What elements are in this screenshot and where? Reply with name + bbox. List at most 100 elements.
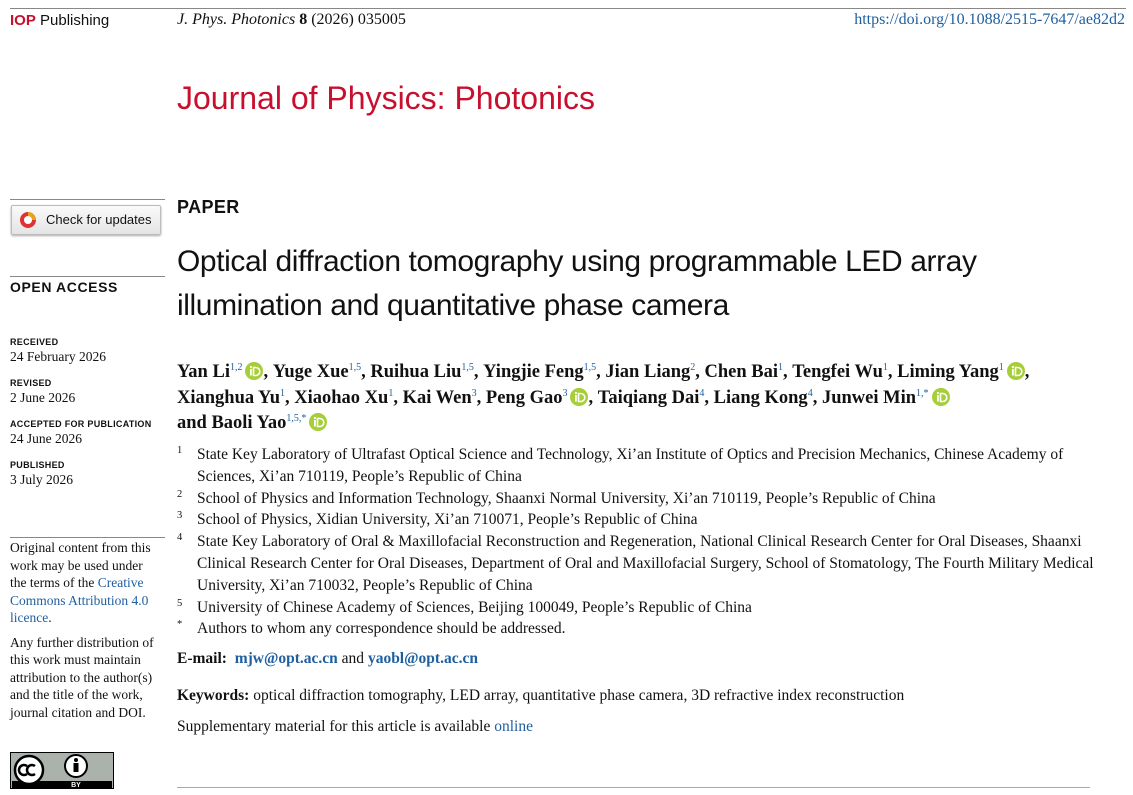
author-separator: , <box>473 362 484 382</box>
supplementary: Supplementary material for this article … <box>177 718 533 736</box>
author-name: Yuge Xue <box>272 362 349 382</box>
orcid-icon[interactable] <box>931 387 950 406</box>
author-separator: , <box>887 362 898 382</box>
section-label: PAPER <box>177 197 240 217</box>
affiliation: 3 School of Physics, Xidian University, X… <box>177 509 1122 531</box>
date-value: 24 June 2026 <box>10 431 82 446</box>
affiliation: 1 State Key Laboratory of Ultrafast Optic… <box>177 444 1122 488</box>
keywords-label: Keywords: <box>177 687 250 704</box>
author-joiner: and <box>177 413 212 433</box>
author-affiliation: 1,5 <box>348 362 362 373</box>
author-name: Taiqiang Dai <box>597 387 700 408</box>
bottom-rule <box>177 787 1090 788</box>
affiliations: 1 State Key Laboratory of Ultrafast Optic… <box>177 444 1122 640</box>
date-label: PUBLISHED <box>10 460 65 470</box>
author: Junwei Min1,* <box>821 387 950 408</box>
affiliation-text: University of Chinese Academy of Science… <box>197 598 752 616</box>
author-name: Kai Wen <box>402 387 472 408</box>
author: Peng Gao3, <box>485 387 598 408</box>
author-affiliation: 1 <box>280 387 286 399</box>
licence-note: Any further distribution of this work mu… <box>10 634 154 720</box>
keywords-text: optical diffraction tomography, LED arra… <box>253 687 905 704</box>
author: Xiaohao Xu1, <box>294 388 402 408</box>
author-separator: , <box>812 387 822 408</box>
author-affiliation: 3 <box>562 387 568 399</box>
author-name: Junwei Min <box>821 387 916 408</box>
author: Yuge Xue1,5, <box>273 362 371 382</box>
author-name: Liming Yang <box>897 362 999 382</box>
affiliation: 4 State Key Laboratory of Oral & Maxillof… <box>177 531 1122 596</box>
email-label: E-mail: <box>177 650 227 667</box>
affiliation-mark: 1 <box>177 445 183 456</box>
author: Yan Li1,2, <box>177 362 273 382</box>
author-name: Xianghua Yu <box>177 387 281 408</box>
author-affiliation: 2 <box>690 362 696 373</box>
email-link[interactable]: mjw@opt.ac.cn <box>234 650 338 667</box>
date-value: 24 February 2026 <box>10 349 106 364</box>
check-updates-icon <box>20 212 36 228</box>
affiliation-text: Authors to whom any correspondence shoul… <box>197 620 566 638</box>
licence-link[interactable]: Creative Commons Attribution 4.0 licence <box>10 575 149 625</box>
publisher-name: Publishing <box>40 12 110 29</box>
author-separator: , <box>361 362 371 382</box>
citation-volume: 8 <box>299 11 308 28</box>
author-affiliation: 1,2 <box>229 362 243 373</box>
keywords: Keywords: optical diffraction tomography… <box>177 687 904 705</box>
author-affiliation: 1,5,* <box>286 413 307 424</box>
author-affiliation: 3 <box>471 387 477 399</box>
doi-link[interactable]: https://doi.org/10.1088/2515-7647/ae82d2 <box>854 11 1125 28</box>
sidebar-rule <box>10 199 165 200</box>
date-value: 3 July 2026 <box>10 472 74 487</box>
citation-journal: J. Phys. Photonics <box>177 11 296 28</box>
author-separator: , <box>588 387 598 408</box>
cc-badge: BY <box>10 752 114 789</box>
affiliation-mark: 5 <box>177 597 183 609</box>
author: Liming Yang1, <box>897 362 1029 382</box>
author: Chen Bai1, <box>705 362 793 382</box>
author-affiliation: 1,5 <box>461 362 474 373</box>
author: Tengfei Wu1, <box>792 362 897 382</box>
affiliation-text: School of Physics and Information Techno… <box>197 489 936 507</box>
check-updates-label: Check for updates <box>46 212 152 227</box>
author: Liang Kong4, <box>714 388 822 408</box>
affiliation-mark: * <box>177 619 183 631</box>
orcid-icon[interactable] <box>570 387 589 406</box>
author-separator: , <box>476 387 486 408</box>
author-affiliation: 4 <box>699 387 705 399</box>
author: Baoli Yao1,5,* <box>211 413 328 433</box>
orcid-icon[interactable] <box>245 362 264 380</box>
author-separator: , <box>704 387 714 408</box>
email-joiner: and <box>341 650 365 667</box>
orcid-icon[interactable] <box>1006 362 1025 380</box>
author: Kai Wen3, <box>403 388 486 408</box>
author: Yingjie Feng1,5, <box>483 362 605 382</box>
author-affiliation: 1 <box>998 362 1004 373</box>
author-name: Peng Gao <box>485 387 563 408</box>
cc-badge-label: BY <box>71 782 81 789</box>
author-affiliation: 1 <box>778 362 784 373</box>
publisher-mark: IOP <box>10 12 36 29</box>
affiliation: 5 University of Chinese Academy of Scienc… <box>177 597 1122 619</box>
date-value: 2 June 2026 <box>10 390 76 405</box>
date-label: ACCEPTED FOR PUBLICATION <box>10 419 152 429</box>
affiliation-text: State Key Laboratory of Oral & Maxillofa… <box>197 533 1094 594</box>
author-affiliation: 1,* <box>916 387 929 399</box>
email-link[interactable]: yaobl@opt.ac.cn <box>367 650 478 667</box>
supplementary-link[interactable]: online <box>494 718 533 735</box>
author-affiliation: 4 <box>807 387 813 399</box>
citation-rest: (2026) 035005 <box>311 11 406 28</box>
author: Jian Liang2, <box>605 362 704 382</box>
author-affiliation: 1,5 <box>583 362 597 373</box>
author-name: Tengfei Wu <box>792 362 883 382</box>
author-name: Baoli Yao <box>211 413 287 433</box>
author: Taiqiang Dai4, <box>598 388 714 408</box>
licence-end: . <box>48 610 52 625</box>
check-updates-button[interactable]: Check for updates <box>11 205 161 235</box>
orcid-icon[interactable] <box>309 413 328 431</box>
author-name: Yingjie Feng <box>483 362 584 382</box>
licence-text: Original content from this work may be u… <box>10 540 151 590</box>
affiliation-text: State Key Laboratory of Ultrafast Optica… <box>197 446 1064 485</box>
author-name: Ruihua Liu <box>370 362 462 382</box>
sidebar-rule <box>10 537 165 538</box>
